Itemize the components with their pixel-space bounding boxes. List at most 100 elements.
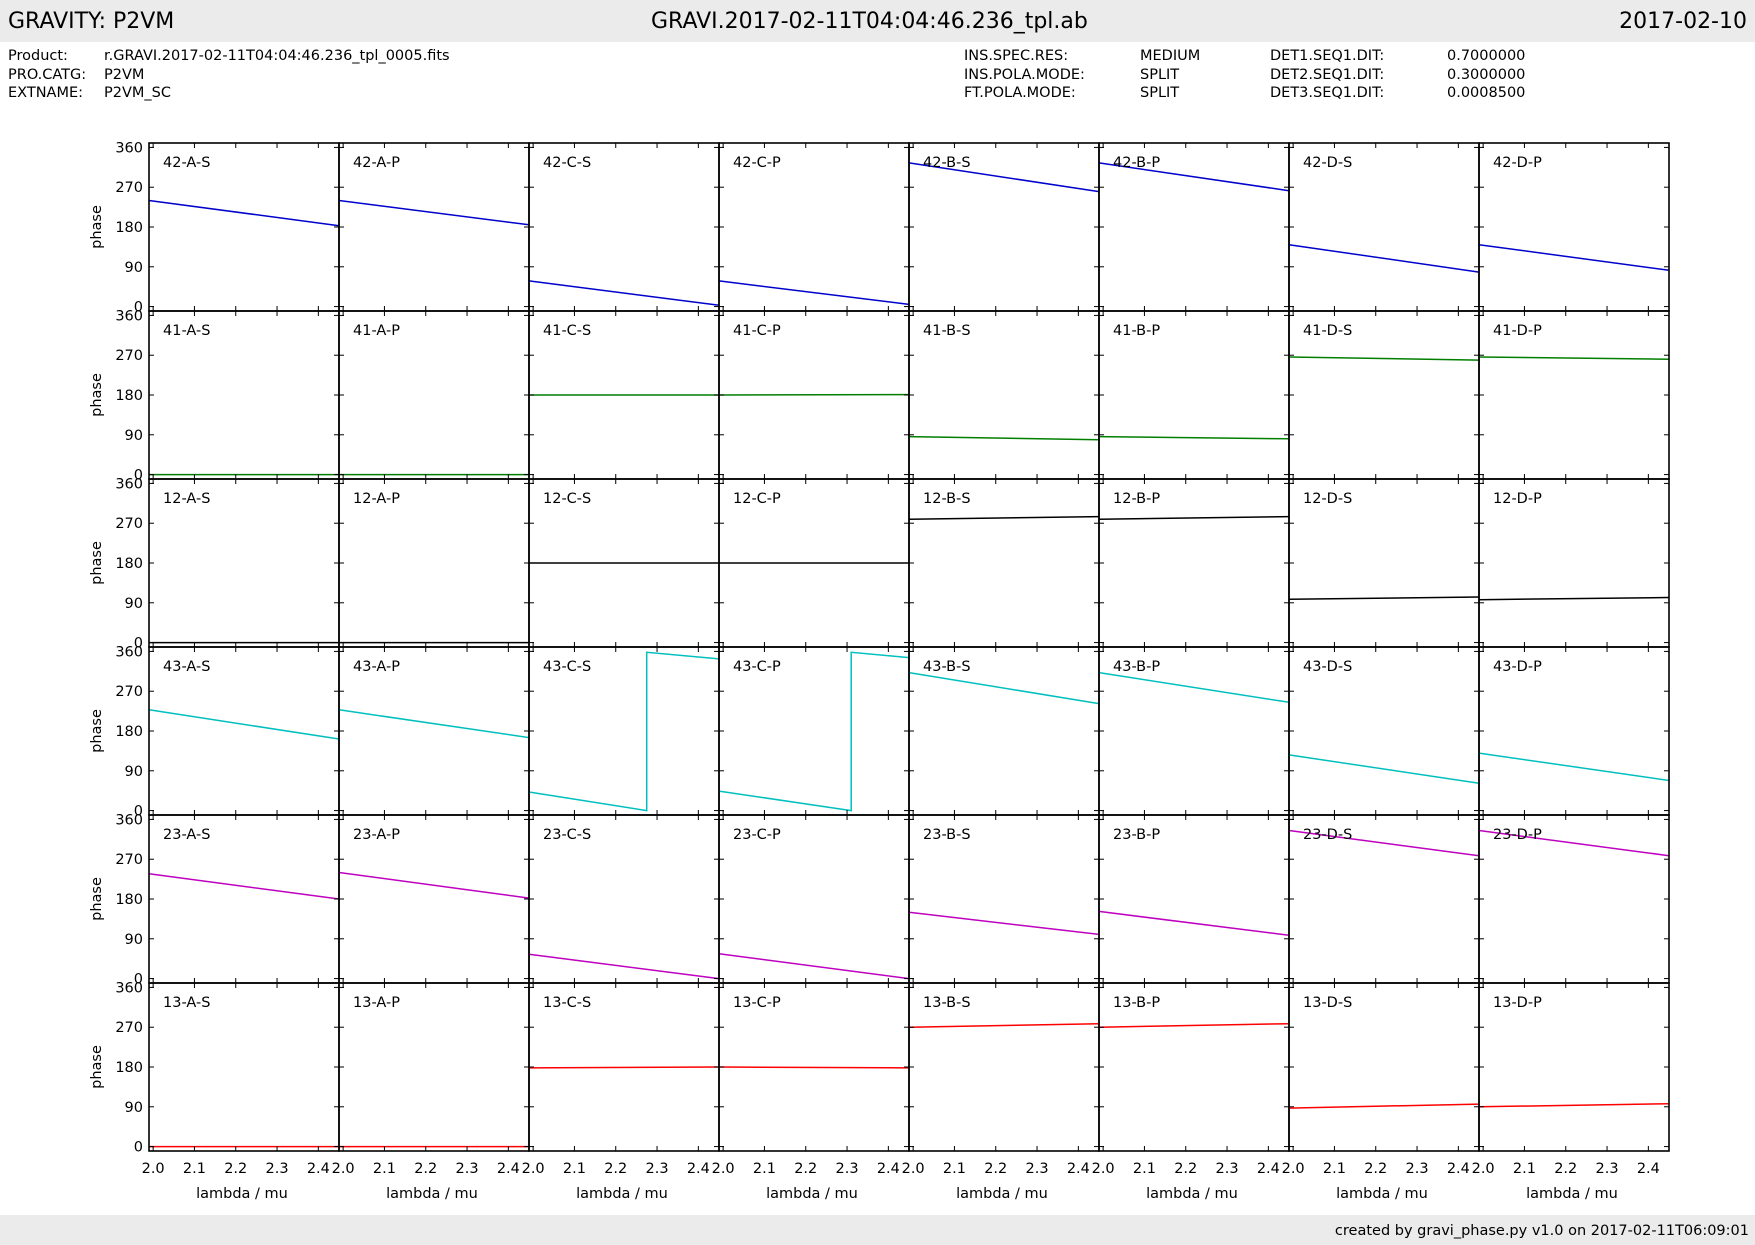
series-line [1288, 243, 1480, 273]
x-tick-label: 2.1 [1323, 1161, 1346, 1177]
panel-label: 13-C-S [543, 995, 591, 1011]
meta-right-values: 0.7000000 0.3000000 0.0008500 [1447, 47, 1525, 103]
series-line [338, 871, 530, 899]
meta-value: r.GRAVI.2017-02-11T04:04:46.236_tpl_0005… [104, 48, 450, 64]
phase-grid-chart: 42-A-S 42-A-P 42-C-S 42-C-P 42-B-S 42-B-P 42-D… [89, 140, 1670, 1202]
x-tick-label: 2.1 [373, 1161, 396, 1177]
series-line [1288, 754, 1480, 784]
y-tick-label: 180 [115, 892, 143, 908]
y-tick-label: 360 [115, 476, 143, 492]
x-tick-label: 2.0 [1092, 1161, 1115, 1177]
x-tick-label: 2.3 [1596, 1161, 1619, 1177]
y-tick-label: 90 [125, 596, 143, 612]
y-tick-label: 180 [115, 724, 143, 740]
series-line [908, 671, 1100, 705]
series-line [1288, 596, 1480, 601]
x-axis-label: lambda / mu [956, 1186, 1048, 1202]
panel-label: 41-B-S [923, 323, 971, 339]
x-tick-label: 2.4 [1067, 1161, 1090, 1177]
meta-value: P2VM [104, 66, 145, 83]
header-filename: GRAVI.2017-02-11T04:04:46.236_tpl.ab [651, 9, 1088, 34]
panel-label: 43-B-S [923, 659, 971, 675]
x-tick-label: 2.4 [1447, 1161, 1470, 1177]
x-tick-label: 2.0 [712, 1161, 735, 1177]
panel-label: 13-D-P [1493, 995, 1542, 1011]
series-line [908, 435, 1100, 441]
meta-value: SPLIT [1140, 66, 1180, 83]
y-tick-label: 90 [125, 428, 143, 444]
series-line [1098, 910, 1290, 937]
series-line [718, 280, 910, 306]
y-tick-label: 360 [115, 308, 143, 324]
series-line [908, 515, 1100, 520]
y-tick-label: 0 [134, 972, 143, 988]
x-tick-label: 2.1 [563, 1161, 586, 1177]
series-line [1478, 1102, 1670, 1108]
x-tick-label: 2.4 [687, 1161, 710, 1177]
meta-label: Product: [8, 48, 68, 64]
meta-label: DET3.SEQ1.DIT: [1270, 85, 1385, 101]
panel-label: 12-A-S [163, 491, 210, 507]
y-axis-label: phase [89, 709, 105, 753]
panel-label: 13-B-S [923, 995, 971, 1011]
panel-label: 12-D-S [1303, 491, 1352, 507]
panel-label: 23-D-S [1303, 827, 1352, 843]
x-tick-label: 2.4 [877, 1161, 900, 1177]
meta-value: MEDIUM [1140, 48, 1201, 64]
footer-bar: created by gravi_phase.py v1.0 on 2017-0… [0, 1215, 1755, 1245]
series-line [1098, 162, 1290, 192]
x-tick-label: 2.1 [1513, 1161, 1536, 1177]
x-tick-label: 2.1 [1133, 1161, 1156, 1177]
y-tick-label: 0 [134, 468, 143, 484]
x-tick-label: 2.3 [1406, 1161, 1429, 1177]
x-tick-label: 2.4 [497, 1161, 520, 1177]
x-axis-label: lambda / mu [1336, 1186, 1428, 1202]
y-axis-label: phase [89, 877, 105, 921]
x-axis-label: lambda / mu [196, 1186, 288, 1202]
y-tick-label: 0 [134, 300, 143, 316]
meta-label: DET2.SEQ1.DIT: [1270, 66, 1385, 83]
y-tick-label: 180 [115, 388, 143, 404]
series-line [908, 1022, 1100, 1028]
panel-label: 42-D-S [1303, 155, 1352, 171]
meta-value: SPLIT [1140, 85, 1180, 101]
series-line [1478, 829, 1670, 857]
y-axis-label: phase [89, 205, 105, 249]
y-tick-label: 90 [125, 764, 143, 780]
y-tick-label: 360 [115, 812, 143, 828]
x-axis-label: lambda / mu [576, 1186, 668, 1202]
panel-label: 23-D-P [1493, 827, 1542, 843]
series-line [148, 199, 340, 227]
y-tick-label: 0 [134, 1140, 143, 1156]
panel-label: 13-D-S [1303, 995, 1352, 1011]
y-tick-label: 0 [134, 804, 143, 820]
series-line [528, 953, 720, 980]
panel-label: 42-D-P [1493, 155, 1542, 171]
panel-label: 43-B-P [1113, 659, 1160, 675]
x-axis-label: lambda / mu [1146, 1186, 1238, 1202]
x-tick-label: 2.2 [414, 1161, 437, 1177]
panel-label: 23-C-S [543, 827, 591, 843]
panel-label: 23-C-P [733, 827, 781, 843]
x-axis-label: lambda / mu [766, 1186, 858, 1202]
y-tick-label: 90 [125, 1100, 143, 1116]
panel-label: 43-A-S [163, 659, 210, 675]
series-line [1098, 515, 1290, 520]
x-tick-label: 2.4 [307, 1161, 330, 1177]
panel-label: 23-A-P [353, 827, 400, 843]
header-title: GRAVITY: P2VM [8, 9, 175, 34]
series-line [338, 199, 530, 226]
panel-label: 43-A-P [353, 659, 400, 675]
x-tick-label: 2.0 [522, 1161, 545, 1177]
y-tick-label: 90 [125, 260, 143, 276]
y-tick-label: 270 [115, 684, 143, 700]
meta-left-labels: Product: PRO.CATG: EXTNAME: [8, 47, 86, 103]
x-tick-label: 2.0 [902, 1161, 925, 1177]
x-tick-label: 2.0 [142, 1161, 165, 1177]
x-tick-label: 2.2 [1364, 1161, 1387, 1177]
y-axis-label: phase [89, 1045, 105, 1089]
series-line [1098, 1022, 1290, 1028]
meta-right-labels: DET1.SEQ1.DIT: DET2.SEQ1.DIT: DET3.SEQ1.… [1270, 47, 1384, 103]
panel-label: 43-C-S [543, 659, 591, 675]
header-bar: GRAVITY: P2VM GRAVI.2017-02-11T04:04:46.… [0, 0, 1755, 42]
